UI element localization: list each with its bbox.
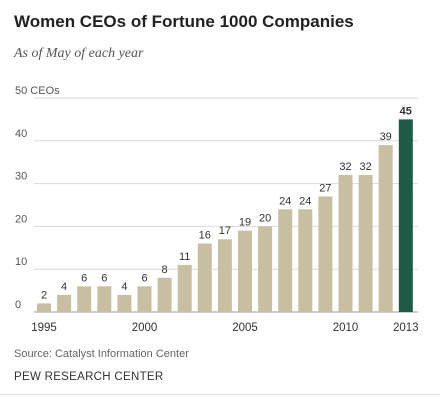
y-tick-label: 50 CEOs	[15, 85, 60, 97]
bar-value-label: 6	[81, 272, 87, 284]
bar-value-label: 6	[141, 272, 147, 284]
y-axis-labels: 0 10 20 30 40 50 CEOs	[15, 85, 60, 311]
x-tick-label: 1995	[31, 322, 57, 334]
bar-value-label: 20	[259, 212, 271, 224]
bar-value-label: 11	[179, 251, 190, 263]
bar	[338, 175, 353, 312]
bar	[77, 286, 92, 312]
bar	[238, 230, 252, 312]
bar	[258, 226, 273, 312]
y-tick-label: 30	[15, 171, 27, 183]
bar-value-label: 19	[239, 217, 251, 229]
source-note: Source: Catalyst Information Center	[14, 348, 189, 360]
bar	[57, 294, 72, 312]
x-tick-label: 2010	[333, 322, 359, 334]
x-tick-label: 2013	[393, 322, 419, 334]
chart-subtitle: As of May of each year	[14, 46, 144, 61]
bar-value-label: 39	[380, 131, 392, 143]
bar	[358, 175, 373, 312]
bar-value-label: 4	[121, 281, 127, 293]
y-tick-label: 20	[15, 213, 27, 225]
x-tick-label: 2005	[232, 322, 258, 334]
bar	[117, 294, 132, 312]
bar	[137, 286, 152, 312]
brand-label: PEW RESEARCH CENTER	[14, 371, 164, 383]
bar-value-label: 45	[400, 105, 412, 117]
bar	[378, 145, 393, 312]
bottom-divider	[0, 394, 440, 395]
bar-value-label: 32	[359, 161, 371, 173]
bar	[97, 286, 112, 312]
bar	[177, 264, 192, 312]
y-tick-label: 40	[15, 128, 27, 140]
bar	[217, 239, 232, 312]
bar	[398, 119, 413, 313]
bar	[197, 243, 212, 312]
y-tick-label: 10	[15, 256, 27, 268]
bar	[298, 209, 313, 312]
bar	[157, 277, 172, 312]
bar	[318, 196, 333, 312]
bar-value-label: 16	[199, 230, 211, 242]
bar-value-label: 4	[61, 281, 67, 293]
chart-title: Women CEOs of Fortune 1000 Companies	[14, 12, 354, 31]
bar-value-label: 8	[162, 264, 168, 276]
bar-value-label: 32	[339, 161, 351, 173]
x-axis-labels: 1995 2000 2005 2010 2013	[31, 322, 418, 334]
bar-value-label: 17	[219, 225, 231, 237]
bar	[278, 209, 293, 312]
bars	[37, 119, 413, 313]
bar-value-label: 2	[41, 289, 47, 301]
bar-value-label: 27	[319, 182, 331, 194]
bar	[37, 303, 51, 312]
bar-value-label: 6	[101, 272, 107, 284]
bar-value-label: 24	[279, 195, 291, 207]
bar-value-label: 24	[299, 195, 311, 207]
y-tick-label: 0	[15, 299, 21, 311]
x-tick-label: 2000	[132, 322, 158, 334]
